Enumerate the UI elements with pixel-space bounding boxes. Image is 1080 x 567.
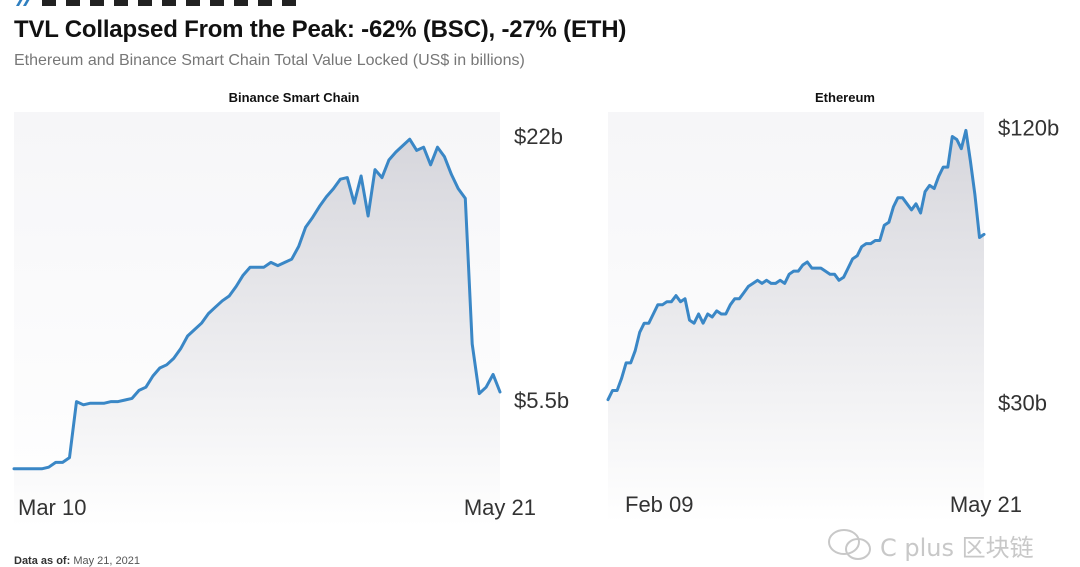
page-title: TVL Collapsed From the Peak: -62% (BSC),… — [14, 16, 627, 43]
area-fill — [608, 130, 984, 522]
wechat-icon — [828, 529, 871, 560]
y-tick-label: $5.5b — [514, 388, 569, 413]
footnote-value: May 21, 2021 — [73, 555, 140, 567]
y-tick-label: $30b — [998, 391, 1047, 416]
footnote: Data as of: May 21, 2021 — [14, 555, 140, 567]
x-tick-label-start: Feb 09 — [625, 492, 694, 517]
x-tick-label-end: May 21 — [464, 495, 536, 520]
footnote-label: Data as of: — [14, 555, 71, 567]
series-line — [606, 128, 986, 402]
bsc-chart-svg: $22b $5.5b Mar 10 May 21 — [12, 112, 569, 527]
page-subtitle: Ethereum and Binance Smart Chain Total V… — [14, 52, 525, 69]
area-fill — [14, 139, 500, 527]
bsc-chart: Binance Smart Chain $22b $5.5b Mar 10 May 2… — [0, 90, 600, 530]
chart-title: Ethereum — [815, 90, 875, 105]
y-tick-label: $22b — [514, 124, 563, 149]
eth-chart-svg: $120b $30b Feb 09 May 21 — [606, 112, 1059, 524]
series-line — [12, 137, 502, 471]
x-tick-label-end: May 21 — [950, 492, 1022, 517]
brand-logo — [12, 0, 312, 6]
x-tick-label-start: Mar 10 — [18, 495, 86, 520]
watermark-text: C plus 区块链 — [880, 534, 1034, 562]
y-tick-label: $120b — [998, 115, 1059, 140]
logo-icon — [16, 0, 296, 6]
eth-chart: Ethereum $120b $30b Feb 09 May 21 — [600, 90, 1080, 530]
chart-title: Binance Smart Chain — [228, 90, 360, 105]
